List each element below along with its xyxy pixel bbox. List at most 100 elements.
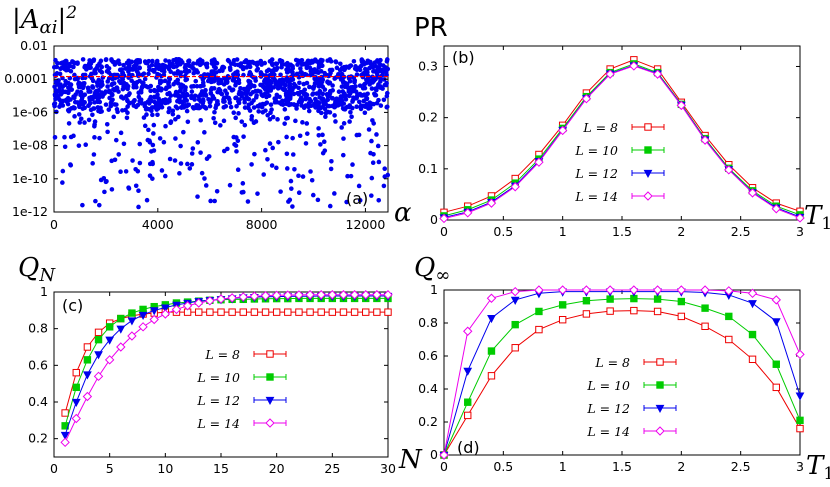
a-point [190, 146, 196, 151]
d-series-3-point [700, 285, 710, 295]
b-series-3-point [439, 213, 449, 224]
a-point [60, 168, 66, 174]
c-legend-marker [265, 396, 275, 406]
a-point [101, 175, 107, 181]
b-legend-marker [644, 123, 652, 131]
a-point [121, 141, 127, 147]
a-ytick-label: 1e-06 [12, 104, 48, 119]
a-point [265, 74, 271, 80]
a-point [149, 108, 154, 113]
a-point [66, 121, 72, 126]
a-point [227, 100, 233, 106]
a-point [279, 64, 284, 70]
d-series-3-point [439, 450, 449, 460]
a-point [139, 84, 145, 89]
a-point [303, 61, 308, 66]
a-point [282, 121, 287, 126]
d-series-0-point [653, 307, 662, 316]
b-legend-label: L = 10 [574, 143, 618, 158]
a-point [207, 103, 213, 109]
a-ytick-label: 0.01 [20, 38, 48, 53]
a-point [80, 57, 86, 62]
d-xtick-label: 0.5 [493, 459, 513, 474]
c-series-0-point [94, 328, 103, 337]
d-xtick-label: 1 [559, 459, 567, 474]
d-legend-label: L = 14 [586, 424, 630, 439]
a-point [211, 115, 216, 121]
c-series-3-point [194, 298, 204, 308]
a-point [144, 197, 150, 203]
a-xtick-label: 4000 [142, 217, 174, 232]
a-point [68, 68, 74, 74]
c-series-3-point [338, 290, 349, 300]
a-point [126, 185, 131, 190]
a-point [298, 95, 304, 100]
a-point [325, 58, 330, 63]
a-point [303, 96, 309, 102]
c-series-0-point [373, 308, 381, 316]
a-point [150, 161, 155, 167]
a-point [380, 69, 385, 75]
a-point [78, 89, 84, 95]
panel-d: 0 0.5 1 1.5 2 2.5 3 0 0.2 0.4 0.6 0.8 1 L = 8 L = 10 L … [414, 253, 830, 484]
c-series-3-point [327, 290, 338, 300]
a-point [146, 127, 151, 133]
a-point [328, 166, 334, 172]
a-point [220, 64, 225, 70]
a-point [231, 72, 236, 77]
a-point [72, 114, 77, 119]
c-xtick-label: 15 [213, 461, 229, 476]
a-point [156, 97, 162, 103]
panel-c: 0 5 10 15 20 25 30 0.2 0.4 0.6 0.8 1 L = 8 L = 10 L = … [18, 253, 423, 476]
a-point [181, 129, 186, 135]
a-point [78, 116, 84, 122]
c-ytick-label: 0.2 [28, 431, 48, 446]
a-point [251, 105, 257, 110]
a-point [59, 100, 64, 105]
panel-a-frame [53, 45, 389, 213]
a-point [118, 130, 124, 136]
d-series-3-point [510, 286, 520, 297]
a-point [338, 61, 343, 67]
a-point [262, 86, 268, 92]
c-series-1-point [139, 305, 147, 314]
a-point [296, 173, 301, 179]
a-point [106, 70, 112, 75]
a-point [342, 94, 348, 99]
c-series-0-point [228, 308, 236, 316]
b-series-1-line [443, 63, 801, 217]
d-xtick-label: 0 [440, 459, 448, 474]
a-point [348, 109, 353, 115]
a-point [309, 177, 315, 183]
a-point [348, 63, 354, 68]
a-point [119, 94, 124, 100]
a-point [192, 97, 197, 102]
a-point [148, 94, 154, 100]
a-point [125, 98, 130, 104]
a-point [346, 89, 352, 94]
b-series-0-line [443, 59, 801, 213]
a-point [151, 131, 156, 136]
a-point [349, 114, 354, 120]
c-series-3-point [205, 296, 215, 306]
a-point [348, 173, 354, 179]
a-point [61, 63, 67, 69]
d-series-3-point [795, 349, 805, 360]
d-xtick-label: 1.5 [612, 459, 632, 474]
a-point [310, 192, 316, 198]
a-point [368, 101, 374, 106]
a-point [356, 99, 362, 105]
c-series-0-point [295, 308, 303, 316]
a-point [337, 67, 343, 73]
c-series-0-point [362, 308, 370, 316]
a-point [173, 136, 178, 141]
a-point [203, 87, 208, 93]
a-point [192, 93, 198, 99]
a-point [340, 80, 346, 85]
c-legend-marker [266, 373, 274, 381]
b-series-3-point [700, 135, 710, 145]
a-point [368, 59, 373, 65]
a-point [376, 60, 382, 66]
panel-d-label: (d) [457, 438, 480, 457]
a-point [62, 82, 68, 88]
